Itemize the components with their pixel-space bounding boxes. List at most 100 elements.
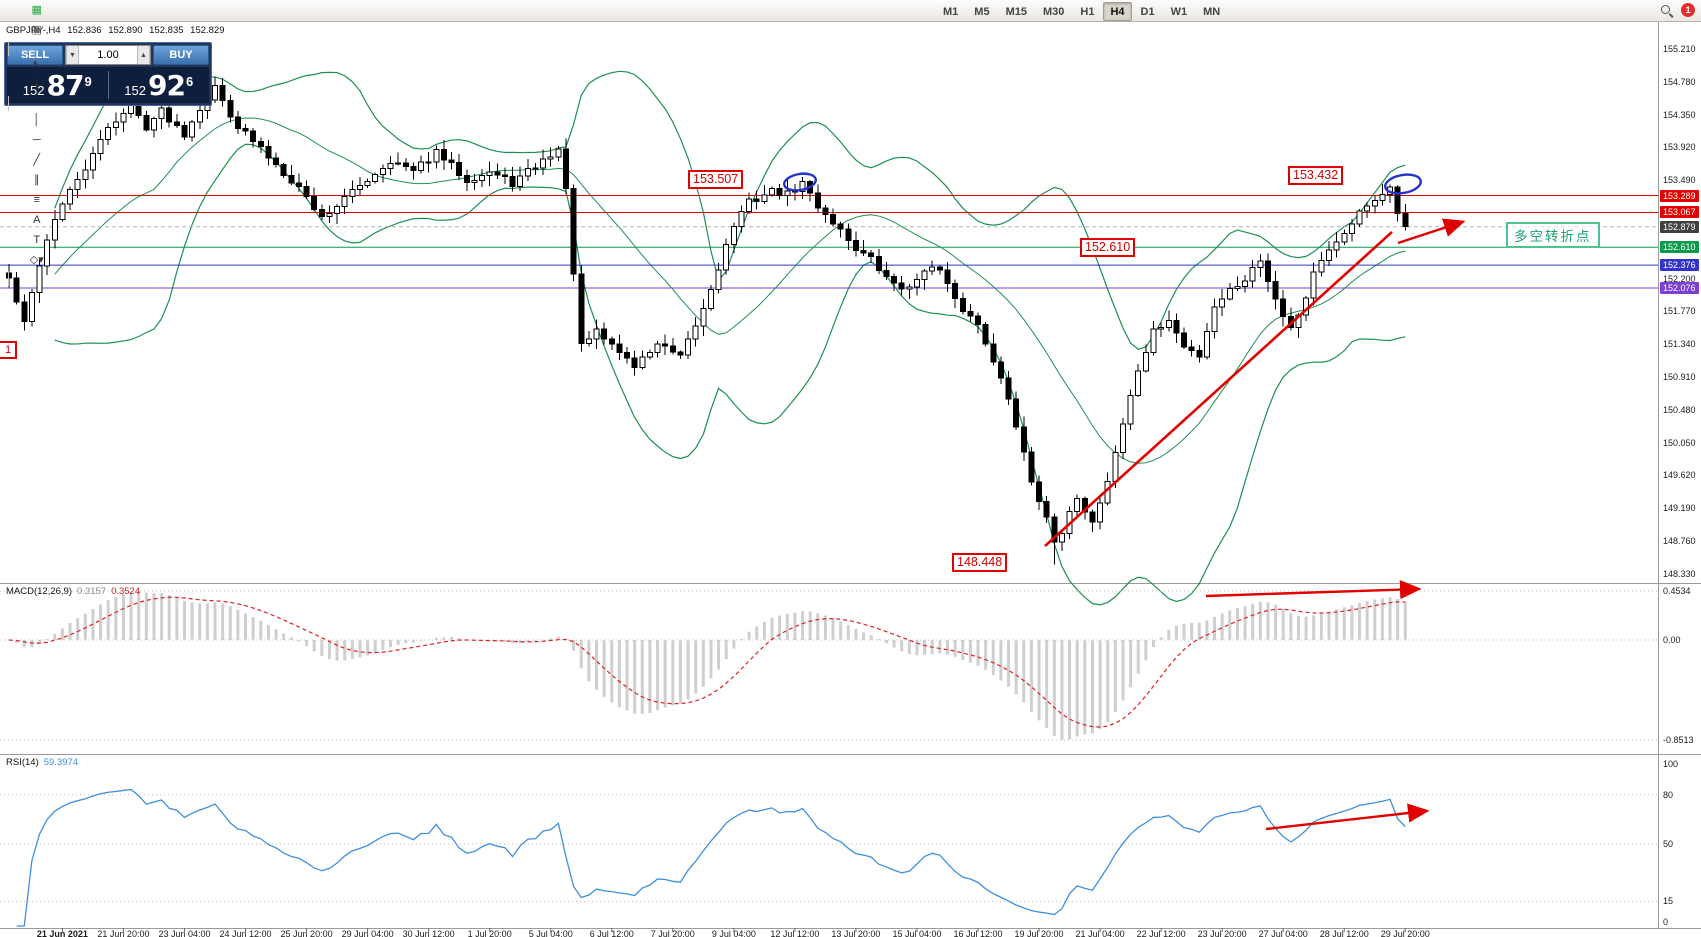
- volume-input[interactable]: [79, 46, 137, 64]
- rsi-axis-label: 15: [1663, 896, 1674, 906]
- rsi-name: RSI(14): [6, 757, 39, 768]
- rsi-line: [16, 788, 1406, 927]
- shapes-button[interactable]: ◇▾: [5, 251, 68, 271]
- fibonacci-button[interactable]: ≡: [5, 191, 68, 211]
- macd-histogram: [15, 591, 1407, 741]
- annotation-price-153.432[interactable]: 153.432: [1288, 166, 1344, 185]
- trendline-button[interactable]: ╱: [5, 151, 68, 171]
- time-label: 24 Jun 12:00: [219, 929, 272, 937]
- timeframe-button-D1[interactable]: D1: [1140, 5, 1155, 18]
- time-label: 28 Jul 12:00: [1319, 929, 1369, 937]
- bollinger-upper-band: [54, 42, 1406, 350]
- timeframe-toolbar: M1 M5 M15 M30 H1 H4 D1 W1 MN: [935, 2, 1228, 21]
- grid-button-glyph: ▦: [31, 4, 42, 16]
- timeframe-button-H4[interactable]: H4: [1103, 2, 1132, 21]
- arrow-macd[interactable]: [1205, 579, 1422, 600]
- sell-button[interactable]: SELL: [7, 45, 63, 65]
- channel-button[interactable]: ∥: [5, 171, 68, 191]
- high-value: 152.890: [108, 25, 143, 36]
- cursor-button[interactable]: ↖: [5, 56, 68, 76]
- price-tick-label: 154.350: [1663, 109, 1696, 120]
- price-tick-label: 153.490: [1663, 175, 1696, 186]
- vertical-line-button-glyph: │: [33, 114, 41, 126]
- annotation-price-153.507[interactable]: 153.507: [688, 170, 744, 189]
- price-tick-label: 150.480: [1663, 404, 1696, 415]
- price-badge-152.879: 152.879: [1660, 220, 1699, 233]
- horizontal-levels[interactable]: [0, 195, 1658, 289]
- arrow-rsi[interactable]: [1265, 803, 1430, 831]
- price-tick-label: 155.210: [1663, 44, 1696, 54]
- timeframe-button-M1[interactable]: M1: [943, 5, 959, 18]
- buy-price-prefix: 152: [124, 82, 146, 98]
- horizontal-line-button-glyph: ─: [32, 134, 41, 146]
- crosshair-button[interactable]: ┼: [5, 76, 68, 96]
- toolbar-separator: [8, 95, 9, 111]
- timeframe-button-M5[interactable]: M5: [974, 5, 990, 18]
- macd-name: MACD(12,26,9): [6, 586, 72, 597]
- highlight-ellipse-2[interactable]: [1384, 172, 1423, 196]
- label-button[interactable]: T: [5, 231, 68, 251]
- cursor-button-glyph: ↖: [32, 59, 42, 71]
- open-value: 152.836: [67, 25, 102, 36]
- price-badge-153.067: 153.067: [1660, 206, 1699, 219]
- annotation-price-152.610[interactable]: 152.610: [1080, 238, 1136, 257]
- timeframe-button-H1[interactable]: H1: [1080, 5, 1095, 18]
- time-label: 21 Jul 04:00: [1075, 929, 1125, 937]
- trend-line[interactable]: [1044, 231, 1393, 547]
- timeframe-button-M15[interactable]: M15: [1005, 5, 1027, 18]
- symbol-name: GBPJPY-,H4: [6, 25, 61, 36]
- time-label: 5 Jul 04:00: [528, 929, 573, 937]
- notification-badge[interactable]: 1: [1681, 3, 1695, 17]
- highlight-ellipse-1[interactable]: [782, 171, 818, 192]
- main-toolbar: ▥▤新订单◆▣◎▶自动交易│││▮▯~⊕⊖▦▣↖┼│─╱∥≡AT◇▾ M1M5M…: [0, 0, 1701, 286]
- text-button[interactable]: A: [5, 211, 68, 231]
- channel-button-glyph: ∥: [33, 174, 40, 186]
- time-label: 7 Jul 20:00: [650, 929, 695, 937]
- price-tick-label: 150.910: [1663, 371, 1696, 382]
- price-divider: [107, 71, 109, 99]
- fibonacci-button-glyph: ≡: [33, 194, 40, 206]
- timeframe-button-M30[interactable]: M30: [1042, 5, 1065, 18]
- sell-price-main: 87: [46, 68, 85, 102]
- volume-down-button[interactable]: ▼: [66, 46, 79, 64]
- time-label: 1 Jul 20:00: [467, 929, 512, 937]
- time-label: 22 Jul 12:00: [1136, 929, 1186, 937]
- horizontal-line-button[interactable]: ─: [5, 131, 68, 151]
- vertical-line-button[interactable]: │: [5, 111, 68, 131]
- label-button-glyph: T: [33, 234, 41, 246]
- note-label[interactable]: 多空转折点: [1506, 222, 1600, 248]
- timeframe-button-MN[interactable]: MN: [1203, 5, 1221, 18]
- price-tick-label: 151.770: [1663, 306, 1696, 317]
- timeframe-button-W1[interactable]: W1: [1170, 5, 1188, 18]
- price-tick-label: 153.920: [1663, 142, 1696, 153]
- toolbar-separator: [8, 40, 9, 56]
- volume-up-button[interactable]: ▲: [137, 46, 150, 64]
- bollinger-bands: [54, 42, 1406, 606]
- time-label: 30 Jun 12:00: [402, 929, 455, 937]
- rsi-axis-label: 100: [1663, 759, 1679, 769]
- time-label: 13 Jul 20:00: [831, 929, 881, 937]
- symbol-ohlc-label: GBPJPY-,H4 152.836 152.890 152.835 152.8…: [6, 25, 229, 36]
- shapes-button-glyph: ◇▾: [29, 254, 44, 266]
- low-value: 152.835: [149, 25, 184, 36]
- annotation-price-148.448[interactable]: 148.448: [952, 553, 1008, 572]
- grid-button[interactable]: ▦: [5, 1, 68, 21]
- clipped-alert-label[interactable]: 1: [0, 341, 18, 359]
- buy-button[interactable]: BUY: [153, 45, 209, 65]
- bollinger-lower-band: [54, 143, 1406, 606]
- time-label: 27 Jul 04:00: [1258, 929, 1308, 937]
- buy-price[interactable]: 152 92 6: [109, 69, 210, 102]
- time-label: 9 Jul 04:00: [711, 929, 756, 937]
- arrow-main[interactable]: [1397, 218, 1466, 245]
- sell-price-pip: 9: [84, 73, 92, 89]
- rsi-value: 59.3974: [43, 757, 79, 768]
- time-label: 29 Jul 20:00: [1380, 929, 1430, 937]
- time-label: 23 Jun 04:00: [158, 929, 211, 937]
- text-button-glyph: A: [33, 214, 41, 226]
- search-icon[interactable]: [1660, 4, 1673, 17]
- sell-price[interactable]: 152 87 9: [7, 69, 108, 102]
- tile-windows-button[interactable]: ▣: [5, 21, 68, 41]
